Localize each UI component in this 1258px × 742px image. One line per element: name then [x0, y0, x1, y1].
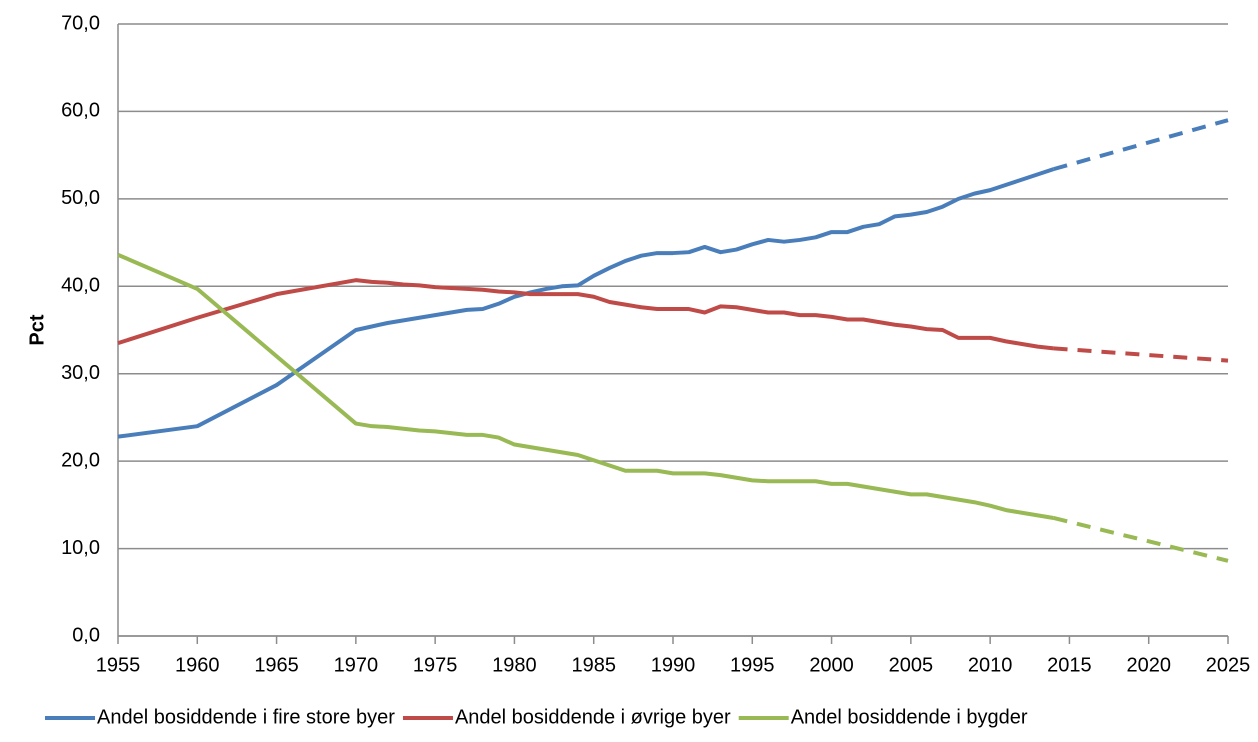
x-tick-label: 1960: [175, 654, 220, 676]
legend-label: Andel bosiddende i øvrige byer: [455, 706, 731, 728]
series-line: [117, 278, 1054, 351]
legend-label: Andel bosiddende i bygder: [791, 706, 1028, 728]
x-tick-label: 1975: [413, 654, 458, 676]
x-tick-label: 1995: [730, 654, 775, 676]
y-tick-label: 70,0: [61, 12, 100, 34]
x-tick-label: 1980: [492, 654, 537, 676]
y-tick-label: 50,0: [61, 187, 100, 209]
x-tick-label: 2000: [809, 654, 854, 676]
series-line: [117, 252, 1054, 520]
forecast-line: [1053, 118, 1229, 172]
x-tick-label: 1985: [571, 654, 616, 676]
x-tick-label: 1990: [651, 654, 696, 676]
x-tick-label: 1965: [254, 654, 299, 676]
y-axis-title: Pct: [26, 314, 48, 345]
y-tick-label: 30,0: [61, 362, 100, 384]
forecast-line: [1053, 516, 1229, 563]
legend-label: Andel bosiddende i fire store byer: [97, 706, 395, 728]
x-tick-label: 2025: [1206, 654, 1251, 676]
y-tick-label: 20,0: [61, 449, 100, 471]
x-tick-label: 2005: [889, 654, 934, 676]
x-tick-label: 2020: [1126, 654, 1171, 676]
x-tick-label: 1970: [334, 654, 379, 676]
x-tick-label: 2015: [1047, 654, 1092, 676]
x-tick-label: 1955: [96, 654, 141, 676]
series-line: [117, 167, 1055, 439]
y-tick-label: 60,0: [61, 100, 100, 122]
y-tick-label: 0,0: [72, 624, 100, 646]
y-tick-label: 40,0: [61, 275, 100, 297]
x-tick-label: 2010: [968, 654, 1013, 676]
y-tick-label: 10,0: [61, 537, 100, 559]
forecast-line: [1053, 346, 1229, 363]
